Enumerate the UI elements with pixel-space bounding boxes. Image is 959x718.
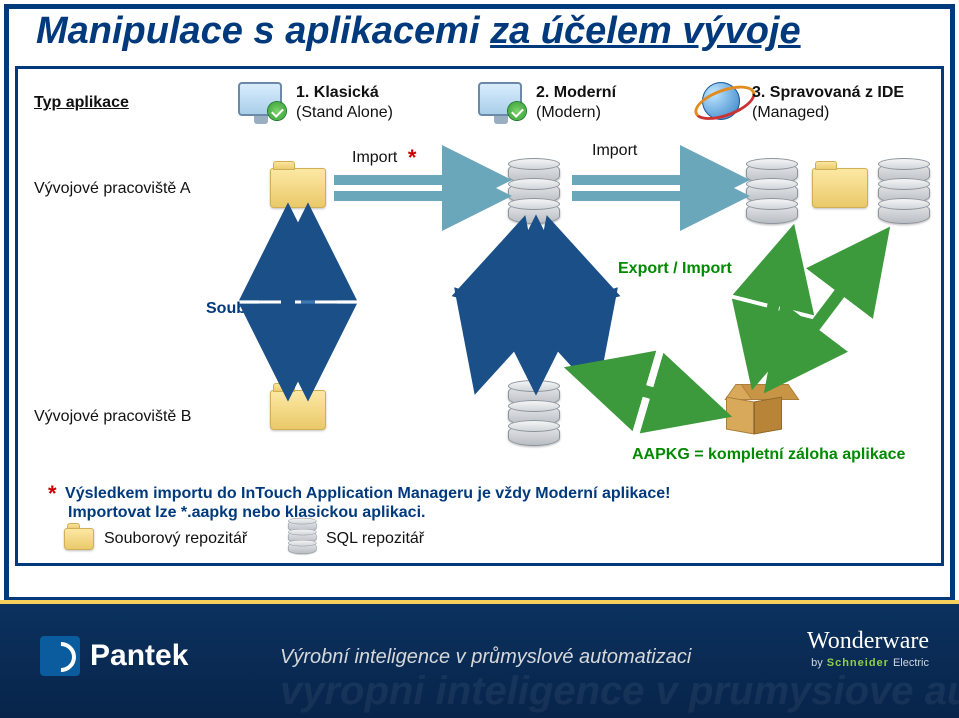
legend-file-label: Souborový repozitář bbox=[104, 530, 247, 548]
col2-title: 2. Moderní bbox=[536, 84, 616, 102]
title-underlined: za účelem vývoje bbox=[490, 10, 801, 52]
slide-title: Manipulace s aplikacemi za účelem vývoje bbox=[36, 10, 801, 53]
wonderware-logo: Wonderware by Schneider Electric bbox=[807, 628, 929, 669]
db-icon-small bbox=[288, 520, 302, 539]
folder-a3 bbox=[812, 168, 868, 208]
footer-ghost-text: vyropni inteligence v prumysiove au bbox=[280, 669, 959, 714]
folder-icon-small bbox=[64, 528, 94, 550]
col2-sub: (Modern) bbox=[536, 104, 601, 122]
import-star-label: Import * bbox=[352, 142, 416, 168]
pantek-mark bbox=[40, 636, 80, 676]
db-a3-left bbox=[746, 162, 798, 226]
db-a2 bbox=[508, 162, 560, 226]
electric-text: Electric bbox=[893, 657, 929, 669]
by-schneider: by Schneider Electric bbox=[807, 657, 929, 669]
dev-b-label: Vývojové pracoviště B bbox=[34, 408, 191, 426]
title-plain: Manipulace s aplikacemi bbox=[36, 10, 490, 52]
footer-tagline: Výrobní inteligence v průmyslové automat… bbox=[280, 646, 691, 669]
import-label-2: Import bbox=[592, 142, 637, 160]
import-text-1: Import bbox=[352, 149, 397, 166]
package-icon bbox=[726, 384, 782, 432]
footer: vyropni inteligence v prumysiove au Výro… bbox=[0, 600, 959, 718]
note-line2: Importovat lze *.aapkg nebo klasickou ap… bbox=[68, 504, 425, 521]
note-line1: Výsledkem importu do InTouch Application… bbox=[65, 485, 670, 502]
legend-file-repo bbox=[64, 528, 94, 550]
monitor-icon-1 bbox=[238, 82, 282, 116]
folder-b1 bbox=[270, 390, 326, 430]
footer-gold-bar bbox=[0, 600, 959, 604]
db-b2 bbox=[508, 384, 560, 448]
schneider-text: Schneider bbox=[827, 657, 889, 669]
slide: Manipulace s aplikacemi za účelem vývoje… bbox=[0, 0, 959, 718]
col3-title: 3. Spravovaná z IDE bbox=[752, 84, 904, 102]
diagram-area: Typ aplikace 1. Klasická (Stand Alone) 2… bbox=[20, 72, 939, 562]
col1-title: 1. Klasická bbox=[296, 84, 379, 102]
folder-a1 bbox=[270, 168, 326, 208]
legend-sql-label: SQL repozitář bbox=[326, 530, 424, 548]
pantek-text: Pantek bbox=[90, 639, 188, 673]
star-marker-2: * bbox=[48, 481, 57, 506]
col3-sub: (Managed) bbox=[752, 104, 829, 122]
monitor-icon-2 bbox=[478, 82, 522, 116]
col1-sub: (Stand Alone) bbox=[296, 104, 393, 122]
globe-icon bbox=[702, 82, 740, 120]
export-import-label: Export / Import bbox=[618, 260, 732, 278]
aapkg-label: AAPKG = kompletní záloha aplikace bbox=[632, 446, 905, 464]
dev-a-label: Vývojové pracoviště A bbox=[34, 180, 191, 198]
file-transfer-label: Souborový přenos bbox=[206, 300, 347, 318]
pantek-logo: Pantek bbox=[40, 636, 188, 676]
wonderware-text: Wonderware bbox=[807, 628, 929, 655]
row-label: Typ aplikace bbox=[34, 94, 129, 112]
by-text: by bbox=[811, 657, 823, 669]
db-a3-right bbox=[878, 162, 930, 226]
note-block: * Výsledkem importu do InTouch Applicati… bbox=[48, 478, 688, 522]
star-marker-1: * bbox=[402, 145, 417, 170]
